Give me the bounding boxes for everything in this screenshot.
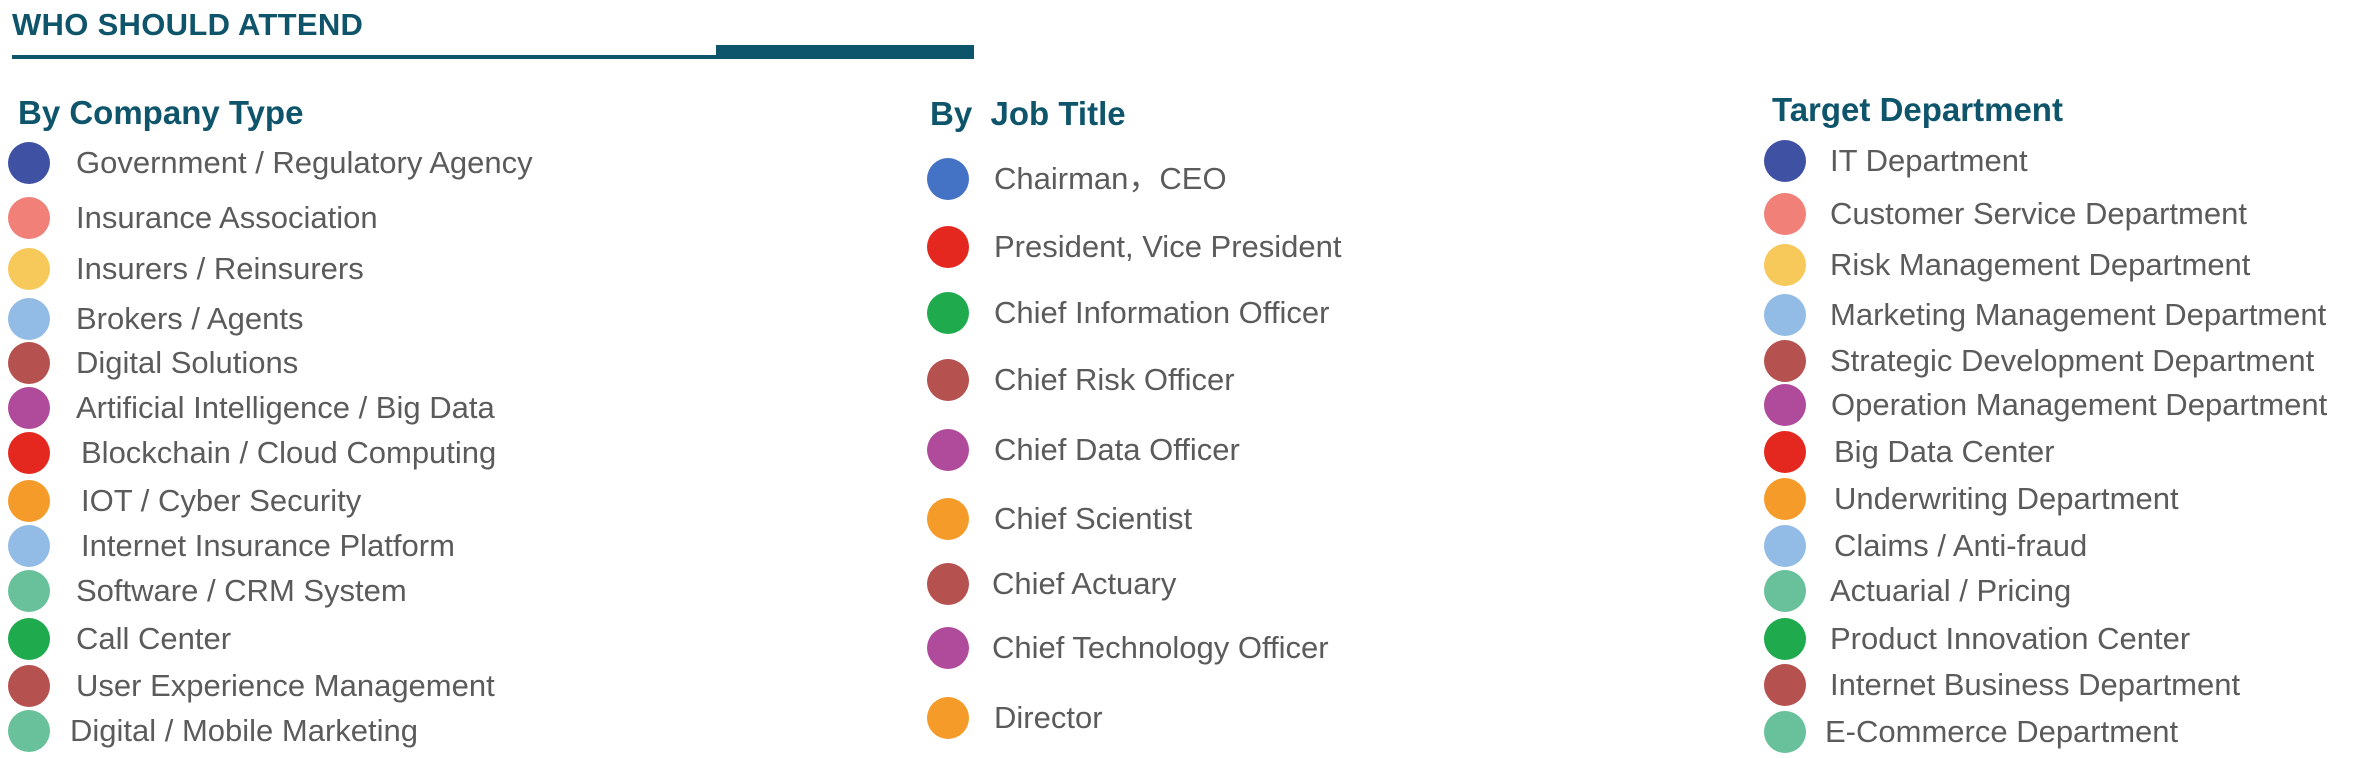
bullet-dot-icon — [927, 429, 969, 471]
bullet-dot-icon — [1764, 664, 1806, 706]
bullet-dot-icon — [1764, 140, 1806, 182]
list-item-label: Strategic Development Department — [1830, 343, 2315, 378]
bullet-dot-icon — [1764, 431, 1806, 473]
bullet-dot-icon — [927, 697, 969, 739]
list-item-label: E-Commerce Department — [1825, 714, 2179, 749]
bullet-dot-icon — [8, 142, 50, 184]
list-item-label: Director — [994, 700, 1103, 735]
bullet-dot-icon — [1764, 244, 1806, 286]
list-item-label: Blockchain / Cloud Computing — [81, 435, 497, 470]
list-item-label: Chief Technology Officer — [992, 630, 1329, 665]
list-item-label: Software / CRM System — [76, 573, 407, 608]
bullet-dot-icon — [1764, 711, 1806, 753]
list-item-label: Chief Risk Officer — [994, 362, 1235, 397]
list-item-label: Risk Management Department — [1830, 247, 2251, 282]
bullet-dot-icon — [8, 197, 50, 239]
list-item-label: Big Data Center — [1834, 434, 2055, 469]
bullet-dot-icon — [8, 298, 50, 340]
bullet-dot-icon — [1764, 294, 1806, 336]
column-heading: By Job Title — [930, 95, 1126, 132]
list-item-label: Internet Business Department — [1830, 667, 2241, 702]
bullet-dot-icon — [1764, 340, 1806, 382]
bullet-dot-icon — [1764, 525, 1806, 567]
list-item-label: Claims / Anti-fraud — [1834, 528, 2088, 563]
bullet-dot-icon — [927, 226, 969, 268]
bullet-dot-icon — [8, 710, 50, 752]
list-item-label: Product Innovation Center — [1830, 621, 2191, 656]
header-accent-bar — [716, 45, 974, 59]
bullet-dot-icon — [8, 342, 50, 384]
bullet-dot-icon — [927, 498, 969, 540]
list-item-label: Marketing Management Department — [1830, 297, 2327, 332]
list-item-label: Brokers / Agents — [76, 301, 304, 336]
list-item-label: Internet Insurance Platform — [81, 528, 455, 563]
column-heading: By Company Type — [18, 94, 304, 131]
list-item-label: Chief Actuary — [992, 566, 1177, 601]
bullet-dot-icon — [8, 387, 50, 429]
list-item-label: Customer Service Department — [1830, 196, 2247, 231]
bullet-dot-icon — [8, 525, 50, 567]
list-item-label: Chairman，CEO — [994, 161, 1227, 196]
bullet-dot-icon — [8, 480, 50, 522]
bullet-dot-icon — [1764, 478, 1806, 520]
list-item-label: Chief Information Officer — [994, 295, 1330, 330]
bullet-dot-icon — [927, 563, 969, 605]
list-item-label: Actuarial / Pricing — [1830, 573, 2072, 608]
list-item-label: Government / Regulatory Agency — [76, 145, 533, 180]
list-item-label: User Experience Management — [76, 668, 495, 703]
list-item-label: Operation Management Department — [1831, 387, 2328, 422]
bullet-dot-icon — [927, 627, 969, 669]
list-item-label: Digital / Mobile Marketing — [70, 713, 419, 748]
bullet-dot-icon — [1764, 570, 1806, 612]
bullet-dot-icon — [927, 292, 969, 334]
bullet-dot-icon — [1764, 618, 1806, 660]
bullet-dot-icon — [8, 665, 50, 707]
page-title: WHO SHOULD ATTEND — [12, 7, 364, 42]
list-item-label: Underwriting Department — [1834, 481, 2179, 516]
bullet-dot-icon — [927, 158, 969, 200]
list-item-label: Insurance Association — [76, 200, 378, 235]
list-item-label: Chief Data Officer — [994, 432, 1240, 467]
bullet-dot-icon — [8, 570, 50, 612]
list-item-label: IT Department — [1830, 143, 2028, 178]
list-item-label: Chief Scientist — [994, 501, 1193, 536]
list-item-label: Digital Solutions — [76, 345, 299, 380]
bullet-dot-icon — [8, 432, 50, 474]
list-item-label: IOT / Cyber Security — [81, 483, 362, 518]
bullet-dot-icon — [8, 618, 50, 660]
list-item-label: President, Vice President — [994, 229, 1342, 264]
bullet-dot-icon — [1764, 384, 1806, 426]
bullet-dot-icon — [1764, 193, 1806, 235]
list-item-label: Artificial Intelligence / Big Data — [76, 390, 495, 425]
bullet-dot-icon — [927, 359, 969, 401]
bullet-dot-icon — [8, 248, 50, 290]
list-item-label: Insurers / Reinsurers — [76, 251, 364, 286]
list-item-label: Call Center — [76, 621, 232, 656]
column-heading: Target Department — [1772, 91, 2063, 128]
header-underline — [12, 55, 974, 59]
